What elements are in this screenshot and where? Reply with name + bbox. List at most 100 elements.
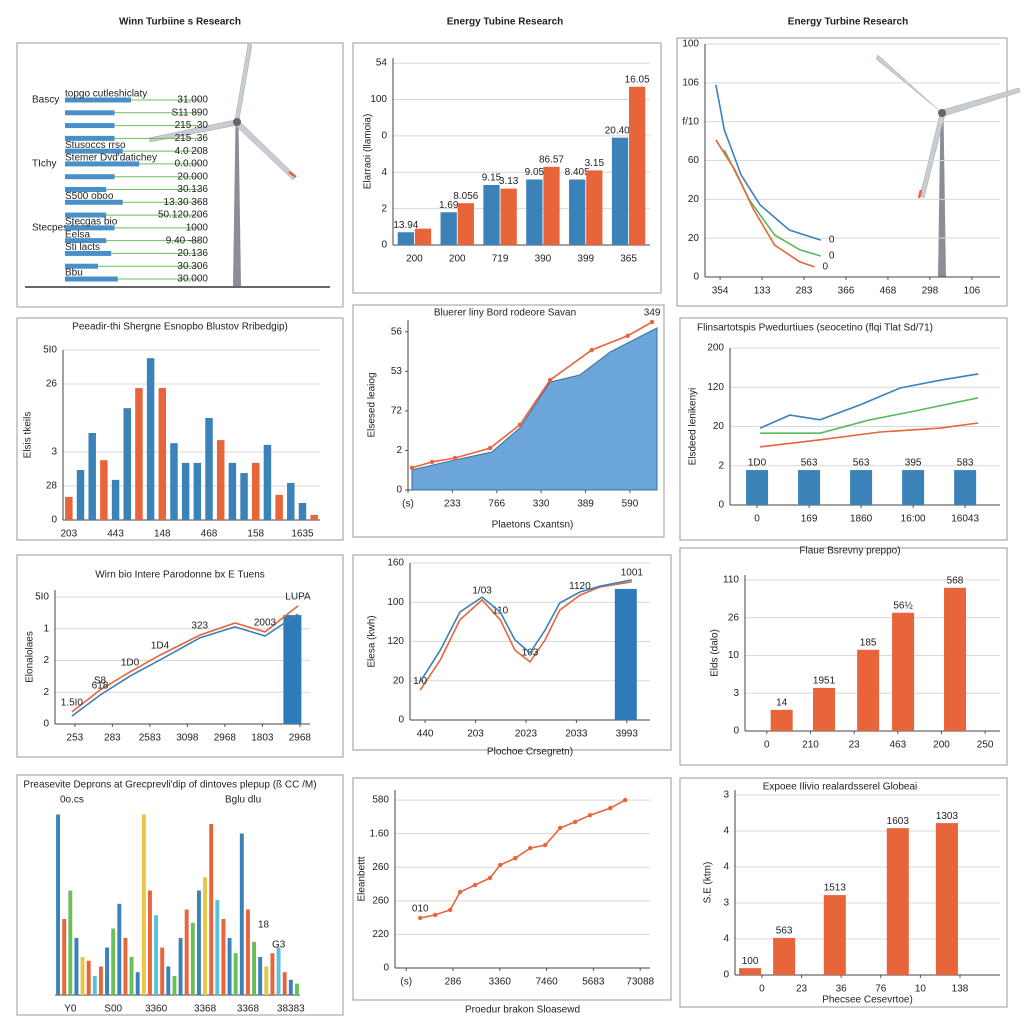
bar xyxy=(196,890,201,995)
x-tick-label: 73088 xyxy=(626,977,654,988)
point-label: 618 xyxy=(92,681,109,692)
x-axis-label: Plaetons Cxantsn) xyxy=(492,520,574,531)
x-tick-label: 233 xyxy=(444,499,461,510)
x-tick-label: 298 xyxy=(922,286,939,297)
y-tick-label: 3 xyxy=(733,688,739,699)
line xyxy=(715,84,822,241)
bar xyxy=(181,462,190,520)
x-tick-label: 38383 xyxy=(277,1004,305,1015)
side-label: 0.0.000 xyxy=(175,159,209,170)
corner-label: 0o.cs xyxy=(60,795,84,806)
x-tick-label: 133 xyxy=(754,286,771,297)
x-tick-label: 3368 xyxy=(237,1004,260,1015)
bar xyxy=(245,909,250,995)
bar xyxy=(264,966,269,995)
chart-title: Energy Tubine Research xyxy=(447,17,564,28)
line xyxy=(759,373,979,429)
x-tick-label: Y0 xyxy=(64,1004,77,1015)
y-tick-label: 1.60 xyxy=(370,828,390,839)
bar-note: 395 xyxy=(905,458,922,469)
bar xyxy=(65,263,98,269)
bar xyxy=(283,615,302,724)
bar xyxy=(111,479,120,520)
bar-note: 13.94 xyxy=(393,220,418,231)
bar-note: 8.056 xyxy=(453,191,478,202)
y-tick-label: 28 xyxy=(46,481,58,492)
bar xyxy=(147,890,152,995)
line-marker xyxy=(487,445,493,451)
bar xyxy=(857,649,880,731)
turbine-tower xyxy=(233,122,241,286)
x-tick-label: 203 xyxy=(60,529,77,540)
x-tick-label: 283 xyxy=(104,733,121,744)
y-tick-label: 20 xyxy=(688,194,700,205)
side-label: 30.000 xyxy=(177,274,208,285)
panel-frame xyxy=(352,777,672,1001)
x-tick-label: 200 xyxy=(406,254,423,265)
side-label: 20.136 xyxy=(177,248,208,259)
y-tick-label: 4 xyxy=(723,826,729,837)
y-tick-label: 54 xyxy=(376,58,388,69)
x-tick-label: 158 xyxy=(247,529,264,540)
bar xyxy=(287,482,295,520)
bar xyxy=(813,687,836,731)
x-tick-label: 3098 xyxy=(176,733,199,744)
bar-note: 563 xyxy=(853,458,870,469)
bar-note: 583 xyxy=(957,458,974,469)
line-marker xyxy=(557,825,563,831)
bar xyxy=(270,953,275,995)
x-tick-label: 468 xyxy=(201,529,218,540)
y-axis-label: Elsesed leaiog xyxy=(367,372,378,437)
side-label: 4.0 208 xyxy=(175,146,209,157)
line-marker xyxy=(623,797,628,803)
y-tick-label: 5I0 xyxy=(35,592,49,603)
bar xyxy=(76,470,85,520)
y-tick-label: 56 xyxy=(391,327,403,338)
bar xyxy=(160,947,165,995)
line-marker xyxy=(418,915,423,921)
x-axis-label: Phecsee Cesevrtoe) xyxy=(822,995,913,1006)
bar xyxy=(117,903,122,995)
bar xyxy=(276,947,281,995)
bar-note: 1D0 xyxy=(748,458,767,469)
point-label: 1120 xyxy=(569,581,591,592)
chart-title: Flaue Bsrevny preppo) xyxy=(799,546,900,557)
bar xyxy=(65,212,107,218)
bar xyxy=(746,470,769,505)
point-label: 1D4 xyxy=(151,641,170,652)
bar-note: 1303 xyxy=(936,811,959,822)
y-axis-label: S.E (ktm) xyxy=(703,862,714,904)
bar xyxy=(129,957,134,995)
bar xyxy=(586,170,603,245)
bar xyxy=(500,188,517,245)
y-tick-label: 0 xyxy=(383,963,389,974)
x-tick-label: 1635 xyxy=(291,529,314,540)
group-label: Stecpes tsio xyxy=(32,222,87,233)
bar xyxy=(86,960,91,995)
bar xyxy=(227,938,232,995)
bar xyxy=(65,187,107,192)
side-label: 30.136 xyxy=(177,184,208,195)
chart-title: Bluerer liny Bord rodeore Savan xyxy=(434,308,576,319)
bar xyxy=(65,161,140,167)
y-tick-label: 4 xyxy=(381,167,387,178)
side-label: 9.40 -880 xyxy=(166,235,209,246)
y-tick-label: 100 xyxy=(387,597,404,608)
bar xyxy=(154,915,159,995)
group-label: TIchy xyxy=(32,159,56,170)
bar-note: 14 xyxy=(776,697,788,708)
side-label: 1000 xyxy=(186,222,209,233)
y-tick-label: 100 xyxy=(682,39,699,50)
y-tick-label: 0 xyxy=(693,272,699,283)
row-label: topgo cutleshiclaty xyxy=(65,89,147,100)
y-tick-label: 5I0 xyxy=(43,345,57,356)
bar xyxy=(74,938,79,995)
y-tick-label: 2 xyxy=(43,687,49,698)
bar-note: 1603 xyxy=(887,816,910,827)
line-marker xyxy=(649,319,655,325)
area xyxy=(411,327,658,491)
bar-note: 185 xyxy=(860,637,877,648)
y-tick-label: 0 xyxy=(718,500,724,511)
row-label: Stecgas bio xyxy=(65,216,118,227)
bar xyxy=(233,953,238,995)
